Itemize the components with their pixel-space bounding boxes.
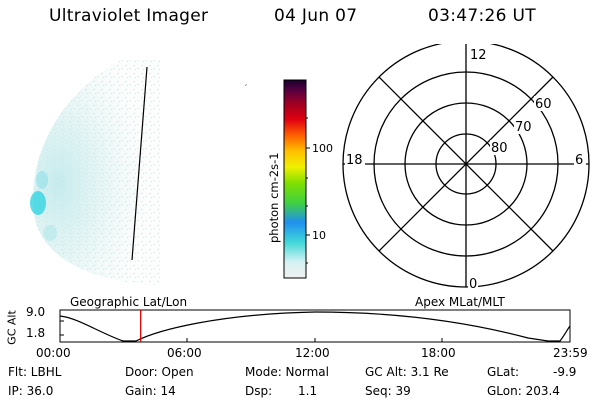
colorbar-tick-10: 10 <box>312 229 326 242</box>
apex-label: Apex MLat/MLT <box>415 295 505 309</box>
mlt-label-12: 12 <box>470 48 487 63</box>
gain-status: Gain: 14 <box>125 384 176 398</box>
x-tick-2359: 23:59 <box>553 346 588 360</box>
mlt-label-6: 6 <box>575 153 583 168</box>
filter-status: Flt: LBHL <box>8 365 62 379</box>
timeline-plot <box>59 309 571 343</box>
glat-value: -9.9 <box>553 365 577 379</box>
polar-plot: 12 0 18 6 60 70 80 <box>342 44 590 292</box>
gc-alt-axis-title: GC Alt <box>5 310 19 345</box>
seq-status: Seq: 39 <box>365 384 411 398</box>
time-label: 03:47:26 UT <box>428 6 536 26</box>
colorbar-tick-100: 100 <box>312 142 333 155</box>
colorbar: 100 10 photon cm-2s-1 <box>267 79 333 279</box>
door-status: Door: Open <box>125 365 194 379</box>
terminator-line <box>131 66 148 261</box>
mode-status: Mode: Normal <box>245 365 329 379</box>
x-tick-12: 12:00 <box>295 346 330 360</box>
mlat-label-80: 80 <box>491 141 508 156</box>
instrument-title: Ultraviolet Imager <box>49 6 209 26</box>
mlat-label-70: 70 <box>515 120 532 135</box>
x-tick-06: 06:00 <box>167 346 202 360</box>
ip-status: IP: 36.0 <box>8 384 54 398</box>
altitude-curve <box>59 311 571 342</box>
dsp-value: 1.1 <box>298 384 318 398</box>
gc-alt-status: GC Alt: 3.1 Re <box>365 365 449 379</box>
colorbar-gradient <box>283 79 307 279</box>
mlat-label-60: 60 <box>535 97 552 112</box>
y-tick-1-8: 1.8 <box>26 326 46 340</box>
polar-diagonal-2 <box>378 76 554 252</box>
earth-disk-texture <box>33 60 160 285</box>
x-tick-00: 00:00 <box>36 346 71 360</box>
mlt-label-18: 18 <box>346 153 363 168</box>
uv-image-panel <box>30 60 160 285</box>
mlt-label-0: 0 <box>469 277 477 292</box>
geographic-label: Geographic Lat/Lon <box>70 295 188 309</box>
dsp-label: Dsp: <box>245 384 273 398</box>
glon-status: GLon: 203.4 <box>487 384 560 398</box>
colorbar-units-label: photon cm-2s-1 <box>267 152 281 243</box>
aurora-bright-spot <box>30 191 46 215</box>
glat-label: GLat: <box>487 365 520 379</box>
stray-mark: ′ <box>245 84 248 94</box>
date-label: 04 Jun 07 <box>274 6 358 26</box>
x-tick-18: 18:00 <box>421 346 456 360</box>
y-tick-9: 9.0 <box>26 305 46 319</box>
